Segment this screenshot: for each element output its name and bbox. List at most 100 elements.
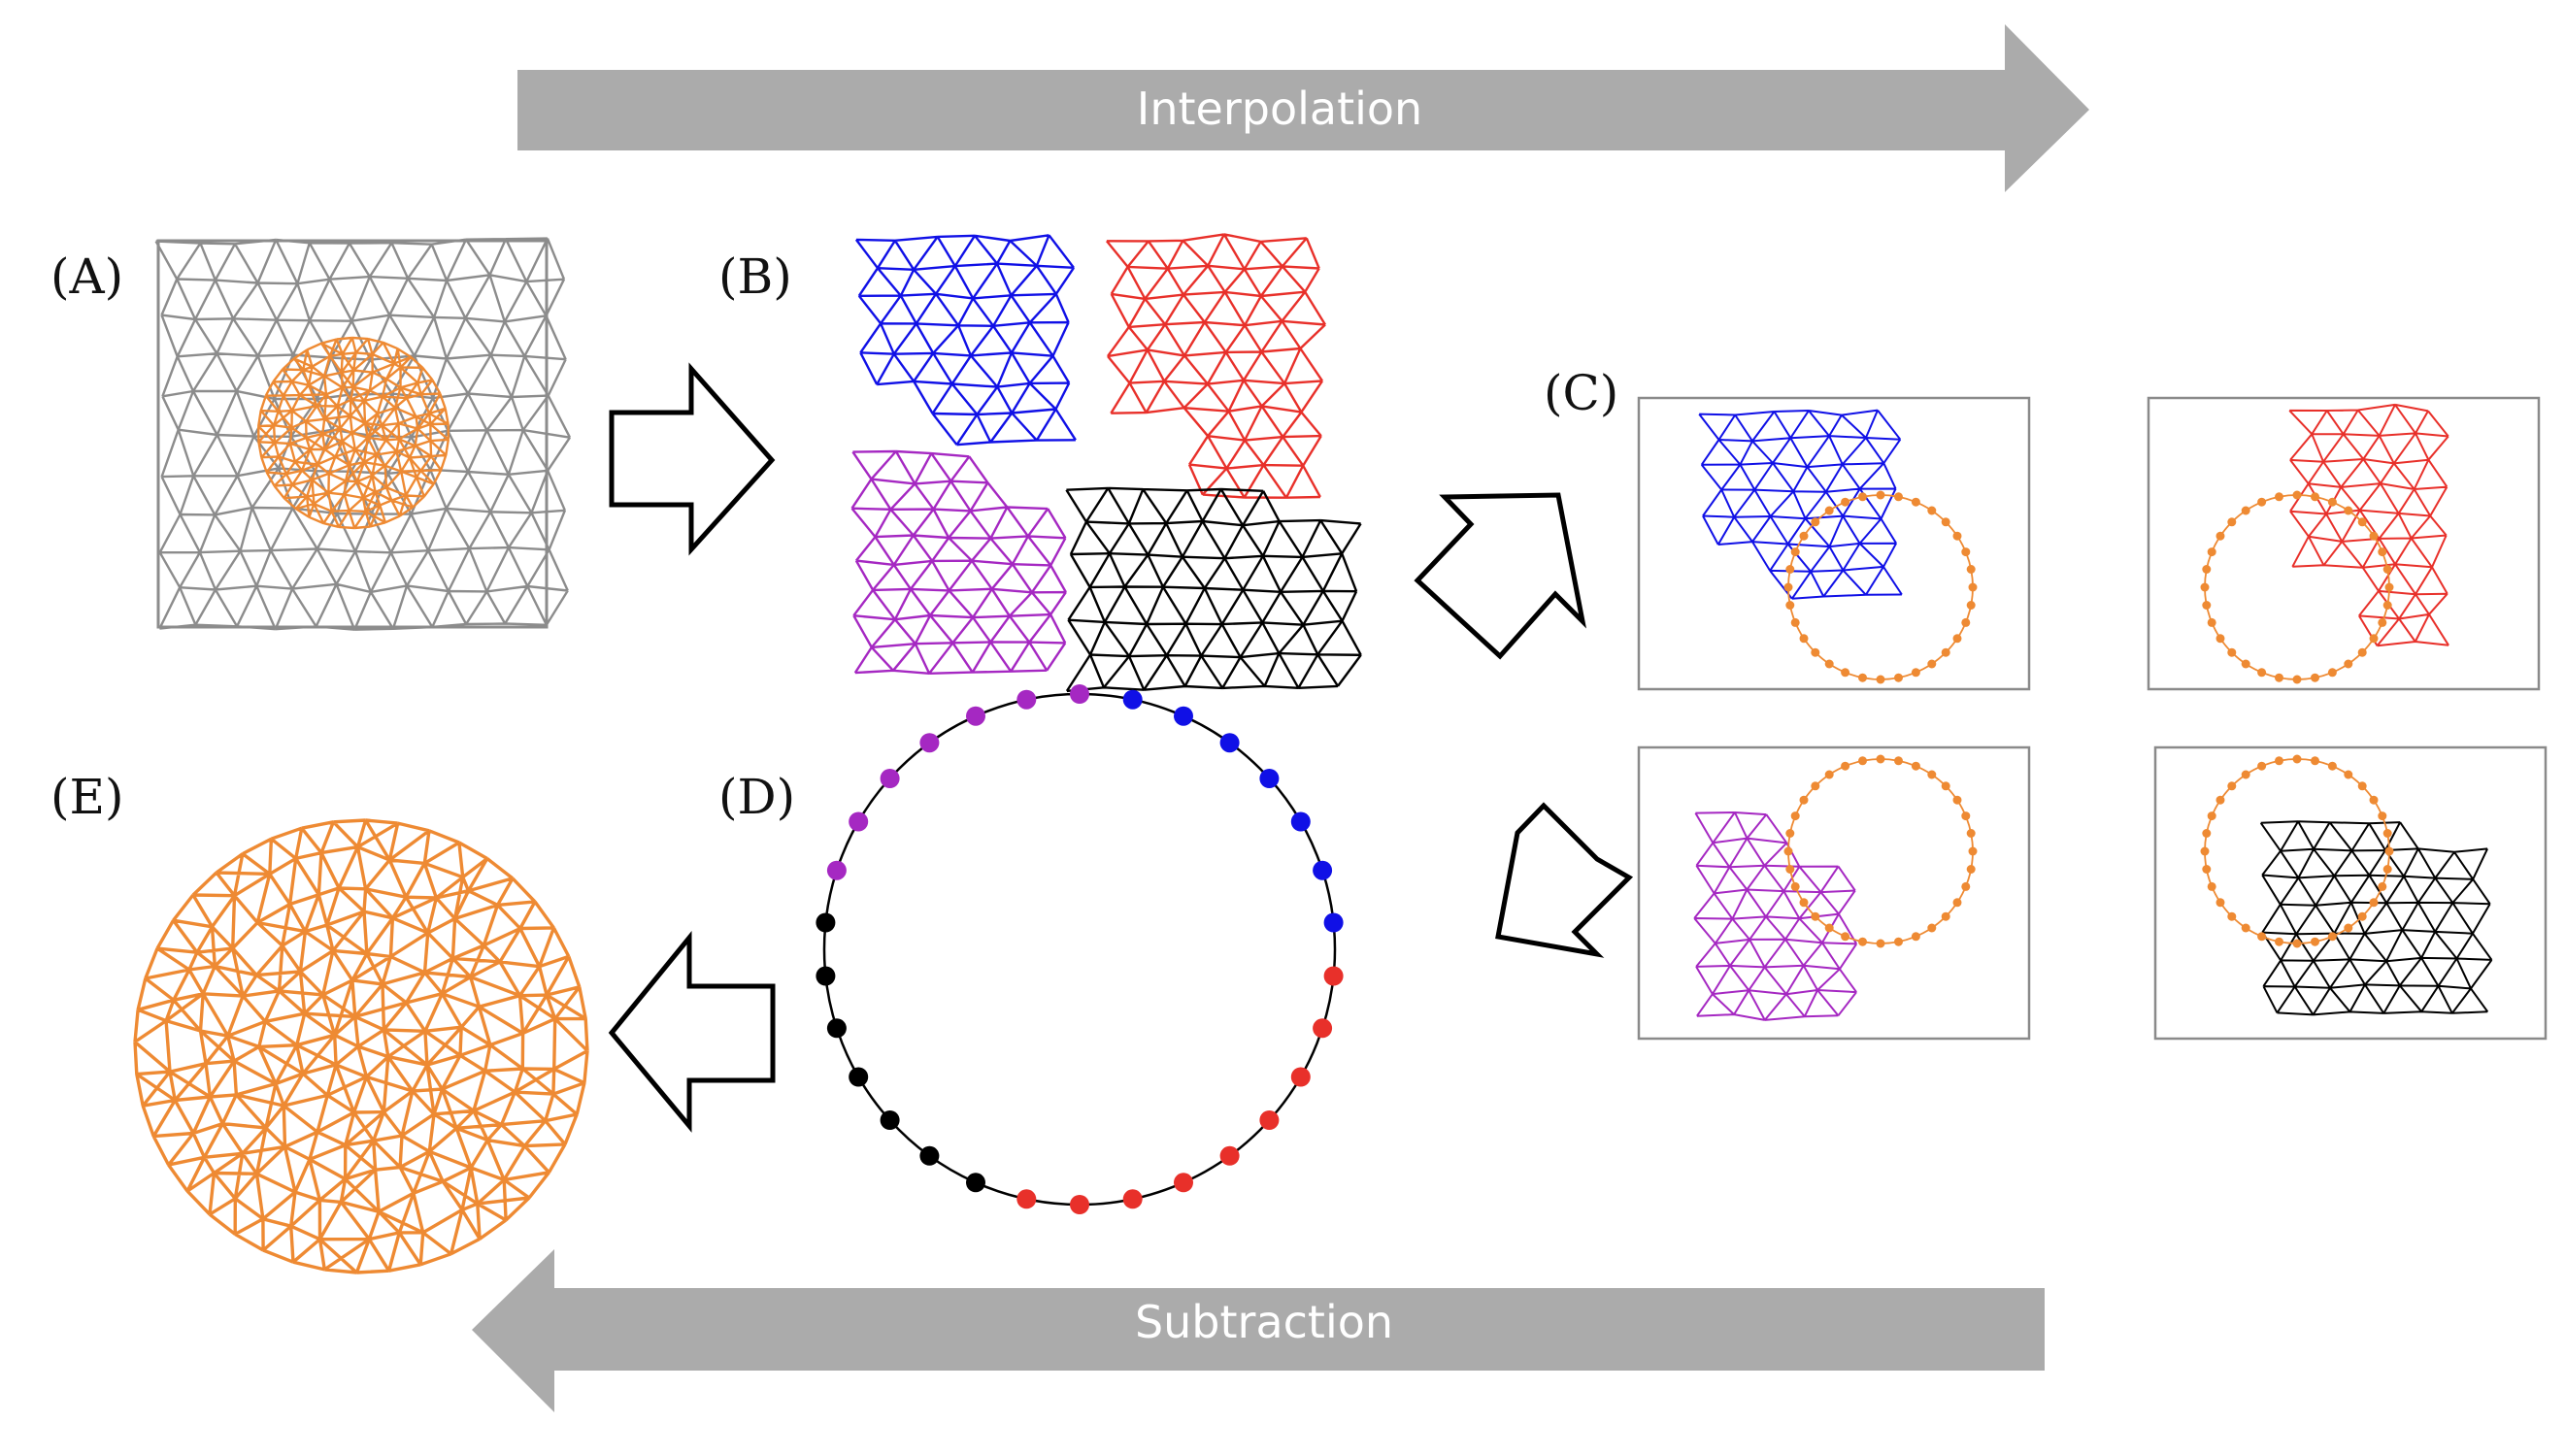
mesh-row (1065, 651, 1362, 692)
interface-point (1966, 829, 1976, 838)
mesh-row (1067, 618, 1362, 658)
interface-point (1824, 659, 1834, 669)
interface-point (2215, 531, 2225, 541)
interface-point (2357, 911, 2367, 921)
interface-point (1911, 761, 1920, 771)
interpolation-banner: Interpolation (517, 24, 2089, 192)
subtraction-label: Subtraction (1135, 1296, 1393, 1348)
mesh-ring (295, 978, 429, 1114)
interface-point (1783, 582, 1793, 592)
interface-point (1911, 932, 1920, 942)
interface-point (1016, 689, 1037, 710)
interface-point (2344, 770, 2353, 779)
mesh-row (851, 449, 989, 485)
interface-point (1841, 761, 1850, 771)
interface-point (2384, 846, 2394, 856)
subtraction-banner: Subtraction (472, 1249, 2045, 1412)
mesh-row (1105, 233, 1320, 270)
panel-c (1637, 396, 2548, 1041)
mesh-row (1110, 290, 1327, 328)
mesh-ring (288, 369, 419, 500)
interface-point (2292, 754, 2302, 764)
interface-point (1790, 617, 1800, 627)
interface-point (2327, 761, 2337, 771)
panel-e (133, 818, 589, 1274)
flow-arrows (608, 362, 1634, 1133)
mesh-row (2358, 612, 2449, 646)
arrow-a-to-b (609, 362, 776, 556)
interface-point (966, 706, 985, 726)
local-frame-purple (1637, 745, 2031, 1041)
mesh-row (854, 669, 1048, 675)
interface-point (2369, 795, 2379, 805)
mesh-row (854, 534, 1067, 567)
mesh-row (877, 380, 1071, 415)
local-mesh-black (2259, 820, 2493, 1016)
mesh-row (1069, 518, 1362, 559)
mesh-row (158, 582, 569, 631)
mesh-row (160, 274, 566, 322)
interface-point (2202, 565, 2212, 574)
interface-point (1785, 865, 1795, 874)
interface-point (2378, 617, 2387, 627)
local-mesh-red (2288, 403, 2449, 647)
interface-point (2202, 601, 2212, 610)
mesh-row (1695, 837, 1801, 868)
interface-point (1894, 937, 1903, 946)
mesh-row (2277, 1010, 2488, 1016)
mesh-ring (198, 886, 525, 1213)
interface-point (1290, 1067, 1311, 1087)
mesh-row (1695, 938, 1858, 970)
interface-point (1824, 923, 1834, 933)
local-frame-red (2147, 396, 2541, 691)
mesh-row (1717, 541, 1897, 573)
interface-point (1824, 506, 1834, 515)
interface-point (2382, 829, 2392, 838)
interface-point (849, 811, 869, 832)
mesh-row (854, 559, 1067, 593)
interface-point (1219, 1145, 1240, 1166)
mesh-row (859, 351, 1071, 388)
interface-point (2207, 811, 2216, 821)
interface-point (1016, 1189, 1037, 1209)
interface-point (2257, 761, 2267, 771)
interface-point (2241, 923, 2250, 933)
interface-point (826, 860, 847, 880)
panel-d-interface-circle (816, 684, 1344, 1214)
interface-point (1811, 647, 1820, 657)
mesh-row (1791, 593, 1902, 600)
interface-point (966, 1173, 985, 1193)
mesh-row (1695, 864, 1856, 894)
interface-point (1927, 923, 1937, 933)
interface-point (816, 912, 836, 933)
interface-point (1858, 756, 1867, 766)
mesh-row (1696, 1013, 1839, 1021)
interface-point (1966, 865, 1976, 874)
partition-mesh-black (1065, 486, 1362, 693)
mesh-row (956, 439, 1076, 447)
interface-point (2378, 881, 2387, 891)
interface-point (1174, 706, 1193, 726)
mesh-row (2288, 403, 2449, 438)
interface-point (2200, 846, 2210, 856)
local-frame-blue (1637, 396, 2031, 691)
mesh-row (852, 587, 1067, 620)
mesh-row (160, 314, 567, 361)
interface-point (2275, 673, 2283, 682)
mesh-row (2289, 458, 2448, 490)
interface-point (2202, 829, 2212, 838)
interface-point (1876, 754, 1885, 764)
mesh-row (1694, 811, 1788, 844)
interface-point (2357, 647, 2367, 657)
interface-point (2227, 781, 2237, 791)
mesh-row (1695, 964, 1857, 995)
interface-point (1122, 1189, 1143, 1209)
interface-point (1961, 811, 1971, 821)
mesh-row (857, 292, 1070, 327)
interface-point (2311, 937, 2319, 946)
interface-point (2344, 659, 2353, 669)
interface-point (2382, 865, 2392, 874)
interface-point (1174, 1173, 1193, 1193)
interface-point (2207, 547, 2216, 557)
